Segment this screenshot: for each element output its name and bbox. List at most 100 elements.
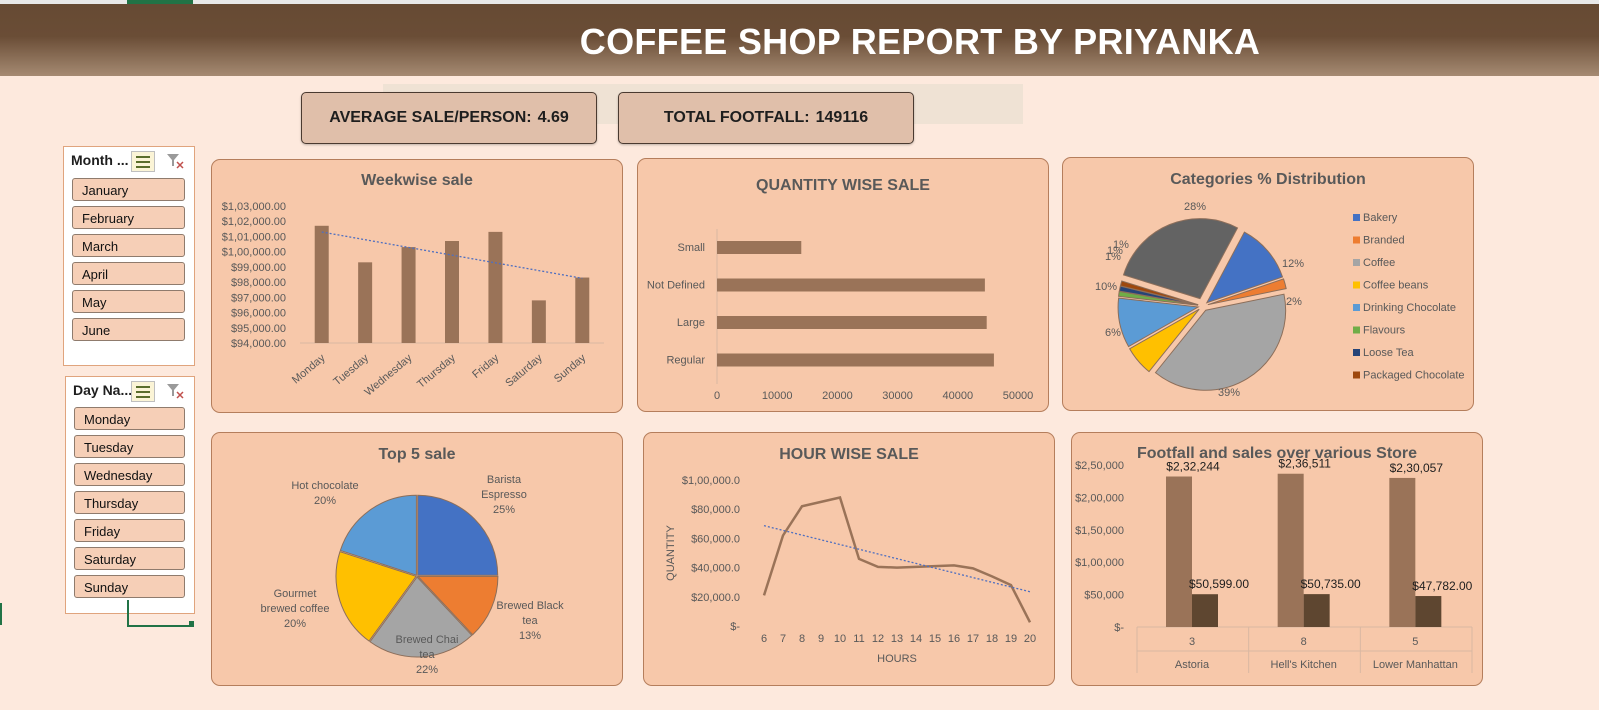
pie-slice — [1128, 308, 1200, 373]
pie-slice — [1154, 293, 1287, 391]
slice-percent-label: 39% — [1218, 387, 1240, 399]
y-axis-title: QUANTITY — [665, 525, 677, 581]
slice-label: 20% — [284, 618, 306, 630]
slice-percent-label: 1% — [1105, 251, 1121, 263]
slicer-item-sunday[interactable]: Sunday — [74, 575, 185, 598]
store-name-label: Lower Manhattan — [1373, 659, 1458, 671]
x-tick-label: 20000 — [822, 390, 853, 402]
kpi-average-sale[interactable]: AVERAGE SALE/PERSON: 4.69 — [301, 92, 597, 144]
y-tick-label: $50,000 — [1084, 590, 1124, 602]
slicer-item-friday[interactable]: Friday — [74, 519, 185, 542]
y-tick-label: $95,000.00 — [231, 323, 286, 335]
x-tick-label: 12 — [872, 633, 884, 645]
trendline — [321, 231, 583, 279]
store-name-label: Hell's Kitchen — [1271, 659, 1337, 671]
store-name-label: Astoria — [1175, 659, 1210, 671]
day-slicer[interactable]: Day Na... Monday Tuesday Wednesday Thurs… — [65, 376, 195, 614]
kpi-footfall-value: 149116 — [815, 109, 869, 126]
legend-swatch — [1353, 371, 1360, 379]
hour-wise-chart[interactable]: HOUR WISE SALE $1,00,000.0 $80,000.0 $60,0… — [643, 432, 1055, 686]
bar — [488, 231, 503, 343]
slicer-item-february[interactable]: February — [72, 206, 185, 229]
y-tick-label: $1,01,000.00 — [222, 231, 286, 243]
legend-swatch — [1353, 349, 1360, 356]
clear-filter-icon[interactable] — [166, 383, 184, 399]
slice-label: Brewed Chai — [396, 634, 459, 646]
x-tick-label: 17 — [967, 633, 979, 645]
legend-label: Bakery — [1363, 212, 1398, 224]
bar — [531, 300, 546, 343]
slice-percent-label: 1% — [1107, 245, 1123, 257]
x-tick-label: 0 — [714, 390, 720, 402]
slicer-item-may[interactable]: May — [72, 290, 185, 313]
bar-footfall — [1303, 594, 1330, 627]
slicer-item-monday[interactable]: Monday — [74, 407, 185, 430]
y-tick-label: $80,000.0 — [691, 504, 740, 516]
multi-select-icon[interactable] — [131, 151, 155, 172]
slice-label: 22% — [416, 664, 438, 676]
bar — [717, 316, 987, 329]
bar — [358, 262, 373, 343]
legend-label: Loose Tea — [1363, 347, 1414, 359]
kpi-footfall-label: TOTAL FOOTFALL: — [663, 109, 810, 126]
bar-sales — [1277, 473, 1304, 627]
chart-title: Categories % Distribution — [1170, 171, 1366, 188]
slicer-item-april[interactable]: April — [72, 262, 185, 285]
legend-label: Coffee — [1363, 257, 1395, 269]
weekwise-plot: $1,03,000.00 $1,02,000.00 $1,01,000.00 $1,0… — [222, 201, 604, 399]
slicer-item-tuesday[interactable]: Tuesday — [74, 435, 185, 458]
y-tick-label: $40,000.0 — [691, 563, 740, 575]
data-label: $47,782.00 — [1412, 579, 1472, 593]
x-tick-label: 13 — [891, 633, 903, 645]
slicer-item-march[interactable]: March — [72, 234, 185, 257]
quantity-wise-chart[interactable]: QUANTITY WISE SALE Small Not Defined Large… — [637, 158, 1049, 412]
x-tick-label: 6 — [761, 633, 767, 645]
fill-handle[interactable] — [189, 621, 194, 626]
x-tick-label: 9 — [818, 633, 824, 645]
y-tick-label: $1,00,000.0 — [682, 475, 740, 487]
x-axis-title: HOURS — [877, 653, 917, 665]
slice-percent-label: 6% — [1105, 327, 1121, 339]
pie-slice — [1205, 231, 1284, 304]
kpi-average-value: 4.69 — [537, 109, 569, 126]
legend-swatch — [1353, 259, 1360, 266]
store-footfall-chart[interactable]: Footfall and sales over various Store $2… — [1071, 432, 1483, 686]
weekwise-sale-chart[interactable]: Weekwise sale $1,03,000.00 $1,02,000.00 $1… — [211, 159, 623, 413]
legend-label: Packaged Chocolate — [1363, 370, 1465, 382]
y-tick-label: $1,02,000.00 — [222, 216, 286, 228]
store-id-label: 8 — [1301, 636, 1307, 648]
clear-filter-icon[interactable] — [166, 153, 184, 169]
slicer-item-january[interactable]: January — [72, 178, 185, 201]
data-label: $2,36,511 — [1278, 457, 1331, 471]
top5-sale-chart[interactable]: Top 5 sale Barista Espresso 25% Brewed Blac… — [211, 432, 623, 686]
slicer-item-june[interactable]: June — [72, 318, 185, 341]
x-tick-label: 14 — [910, 633, 922, 645]
slicer-item-thursday[interactable]: Thursday — [74, 491, 185, 514]
category-label: Regular — [666, 355, 705, 367]
legend-label: Flavours — [1363, 325, 1406, 337]
pie-slice — [369, 576, 473, 658]
categories-distribution-chart[interactable]: Categories % Distribution 12% 2% 39% 6% 10% 1… — [1062, 157, 1474, 411]
kpi-total-footfall[interactable]: TOTAL FOOTFALL: 149116 — [618, 92, 914, 144]
bar — [445, 241, 459, 343]
pie-slice — [416, 575, 499, 636]
y-tick-label: $- — [730, 621, 740, 633]
month-slicer[interactable]: Month ... January February March April M… — [63, 146, 195, 366]
selected-cell[interactable] — [127, 600, 194, 627]
data-label: $2,30,057 — [1390, 461, 1444, 475]
chart-title: Top 5 sale — [378, 446, 456, 463]
slice-percent-label: 1% — [1113, 239, 1129, 251]
x-tick-label: Monday — [290, 352, 328, 387]
x-tick-label: Saturday — [503, 352, 545, 390]
title-banner: COFFEE SHOP REPORT BY PRIYANKA — [0, 4, 1599, 76]
slicer-item-saturday[interactable]: Saturday — [74, 547, 185, 570]
slicer-item-wednesday[interactable]: Wednesday — [74, 463, 185, 486]
y-tick-label: $- — [1114, 622, 1124, 634]
multi-select-icon[interactable] — [131, 381, 155, 402]
report-title: COFFEE SHOP REPORT BY PRIYANKA — [579, 21, 1261, 62]
pie-slice — [1122, 218, 1239, 300]
x-tick-label: 8 — [799, 633, 805, 645]
kpi-average-label: AVERAGE SALE/PERSON: — [329, 109, 532, 126]
bar — [401, 247, 416, 343]
y-tick-label: $99,000.00 — [231, 262, 286, 274]
